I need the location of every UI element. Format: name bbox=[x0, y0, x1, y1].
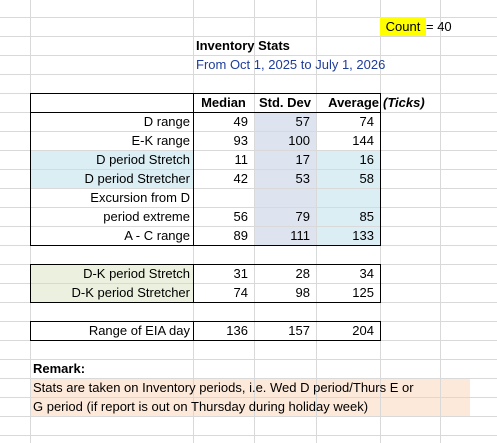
stddev-fill bbox=[254, 111, 316, 245]
cell-value: 74 bbox=[233, 284, 248, 300]
border bbox=[30, 92, 381, 94]
grid-line bbox=[0, 187, 497, 189]
grid-line bbox=[0, 282, 497, 284]
border bbox=[30, 263, 31, 302]
grid-line bbox=[0, 396, 497, 398]
row-label: E-K range bbox=[131, 132, 190, 148]
border bbox=[30, 92, 31, 245]
grid-line bbox=[0, 415, 497, 417]
grid-line bbox=[0, 16, 497, 18]
cell-value: 133 bbox=[352, 227, 374, 243]
cell-value: 144 bbox=[352, 132, 374, 148]
border bbox=[30, 339, 381, 341]
row-label: Excursion from D bbox=[90, 189, 190, 205]
cell-value: 111 bbox=[290, 227, 310, 243]
cell-value: 11 bbox=[234, 151, 249, 167]
grid-line bbox=[0, 225, 497, 227]
cell-value: 157 bbox=[288, 322, 310, 338]
row-label: D-K period Stretcher bbox=[71, 284, 191, 300]
cell-value: 31 bbox=[233, 265, 248, 281]
cell-value: 136 bbox=[226, 322, 248, 338]
remark-text: Stats are taken on Inventory periods, i.… bbox=[33, 379, 414, 395]
cell-value: 16 bbox=[359, 151, 374, 167]
grid-line bbox=[316, 0, 317, 443]
border bbox=[30, 320, 381, 322]
cell-value: 58 bbox=[359, 170, 374, 186]
border bbox=[30, 111, 381, 113]
border bbox=[193, 92, 194, 245]
grid-line bbox=[0, 149, 497, 151]
row-label: D-K period Stretch bbox=[83, 265, 190, 281]
unit-label: (Ticks) bbox=[383, 94, 425, 110]
cell-value: 56 bbox=[233, 208, 248, 224]
cell-value: 17 bbox=[295, 151, 310, 167]
border bbox=[30, 301, 381, 303]
title: Inventory Stats bbox=[196, 37, 290, 53]
row-label: Range of EIA day bbox=[88, 322, 190, 338]
cell-value: 100 bbox=[288, 132, 310, 148]
cell-value: 34 bbox=[359, 265, 374, 281]
cell-value: 74 bbox=[359, 113, 374, 129]
column-header: Average bbox=[328, 94, 379, 110]
border bbox=[193, 263, 194, 302]
cell-value: 93 bbox=[233, 132, 248, 148]
row-label: A - C range bbox=[124, 227, 190, 243]
row-label: D period Stretch bbox=[96, 151, 190, 167]
border bbox=[30, 244, 381, 246]
cell-value: 28 bbox=[295, 265, 310, 281]
cell-value: 98 bbox=[295, 284, 310, 300]
cell-value: 125 bbox=[352, 284, 374, 300]
average-fill bbox=[316, 149, 380, 245]
remark-text: G period (if report is out on Thursday d… bbox=[33, 398, 369, 414]
cell-value: 57 bbox=[295, 113, 310, 129]
border bbox=[30, 263, 381, 265]
border bbox=[380, 92, 381, 245]
grid-line bbox=[254, 0, 255, 443]
border bbox=[380, 320, 381, 340]
grid-line bbox=[0, 130, 497, 132]
count-label: Count bbox=[380, 16, 426, 36]
grid-line bbox=[0, 358, 497, 360]
grid-line bbox=[0, 54, 497, 56]
row-label: D period Stretcher bbox=[84, 170, 191, 186]
cell-value: 42 bbox=[233, 170, 248, 186]
column-header: Median bbox=[201, 94, 246, 110]
subtitle: From Oct 1, 2025 to July 1, 2026 bbox=[196, 56, 386, 72]
cell-value: 204 bbox=[352, 322, 374, 338]
grid-line bbox=[440, 0, 441, 443]
cell-value: 79 bbox=[295, 208, 310, 224]
column-header: Std. Dev bbox=[258, 94, 311, 110]
remark-title: Remark: bbox=[33, 360, 86, 376]
cell-value: 49 bbox=[233, 113, 248, 129]
border bbox=[380, 263, 381, 302]
row-label: D range bbox=[143, 113, 190, 129]
border bbox=[30, 320, 31, 340]
grid-line bbox=[0, 168, 497, 170]
grid-line bbox=[0, 73, 497, 75]
cell-value: 85 bbox=[359, 208, 374, 224]
grid-line bbox=[0, 35, 497, 37]
grid-line bbox=[0, 206, 497, 208]
border bbox=[193, 320, 194, 340]
grid-line bbox=[0, 434, 497, 436]
row-label: period extreme bbox=[103, 208, 190, 224]
cell-value: 89 bbox=[233, 227, 248, 243]
grid-line bbox=[0, 377, 497, 379]
cell-value: 53 bbox=[295, 170, 310, 186]
count-value: = 40 bbox=[426, 18, 452, 34]
